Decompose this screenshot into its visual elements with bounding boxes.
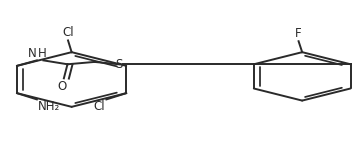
Text: H: H: [38, 47, 46, 60]
Text: O: O: [57, 80, 67, 93]
Text: F: F: [295, 27, 302, 40]
Text: Cl: Cl: [62, 26, 74, 39]
Text: NH₂: NH₂: [38, 100, 60, 113]
Text: S: S: [116, 58, 123, 71]
Text: N: N: [28, 47, 37, 60]
Text: Cl: Cl: [94, 100, 105, 113]
